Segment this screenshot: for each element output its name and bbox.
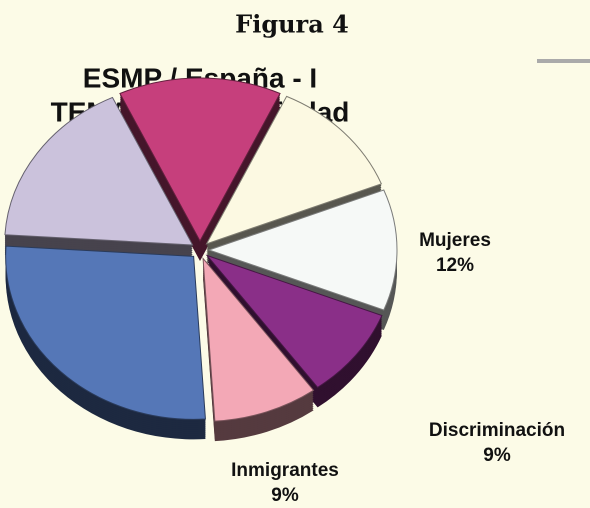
slice [4,96,194,246]
slice [207,189,398,311]
slice [205,254,383,389]
slice [202,256,315,422]
slice-label: Discriminación [429,420,565,441]
slice-label: Mujeres [419,230,491,251]
slice-label: Inmigrantes [231,460,339,481]
slice-value-label: 12% [436,255,474,276]
slice-value-label: 9% [271,485,299,506]
figure-label: Figura 4 [235,10,349,39]
slice-value-label: 9% [483,445,511,466]
slice [5,245,206,420]
slice [205,95,383,245]
slice [119,77,281,243]
